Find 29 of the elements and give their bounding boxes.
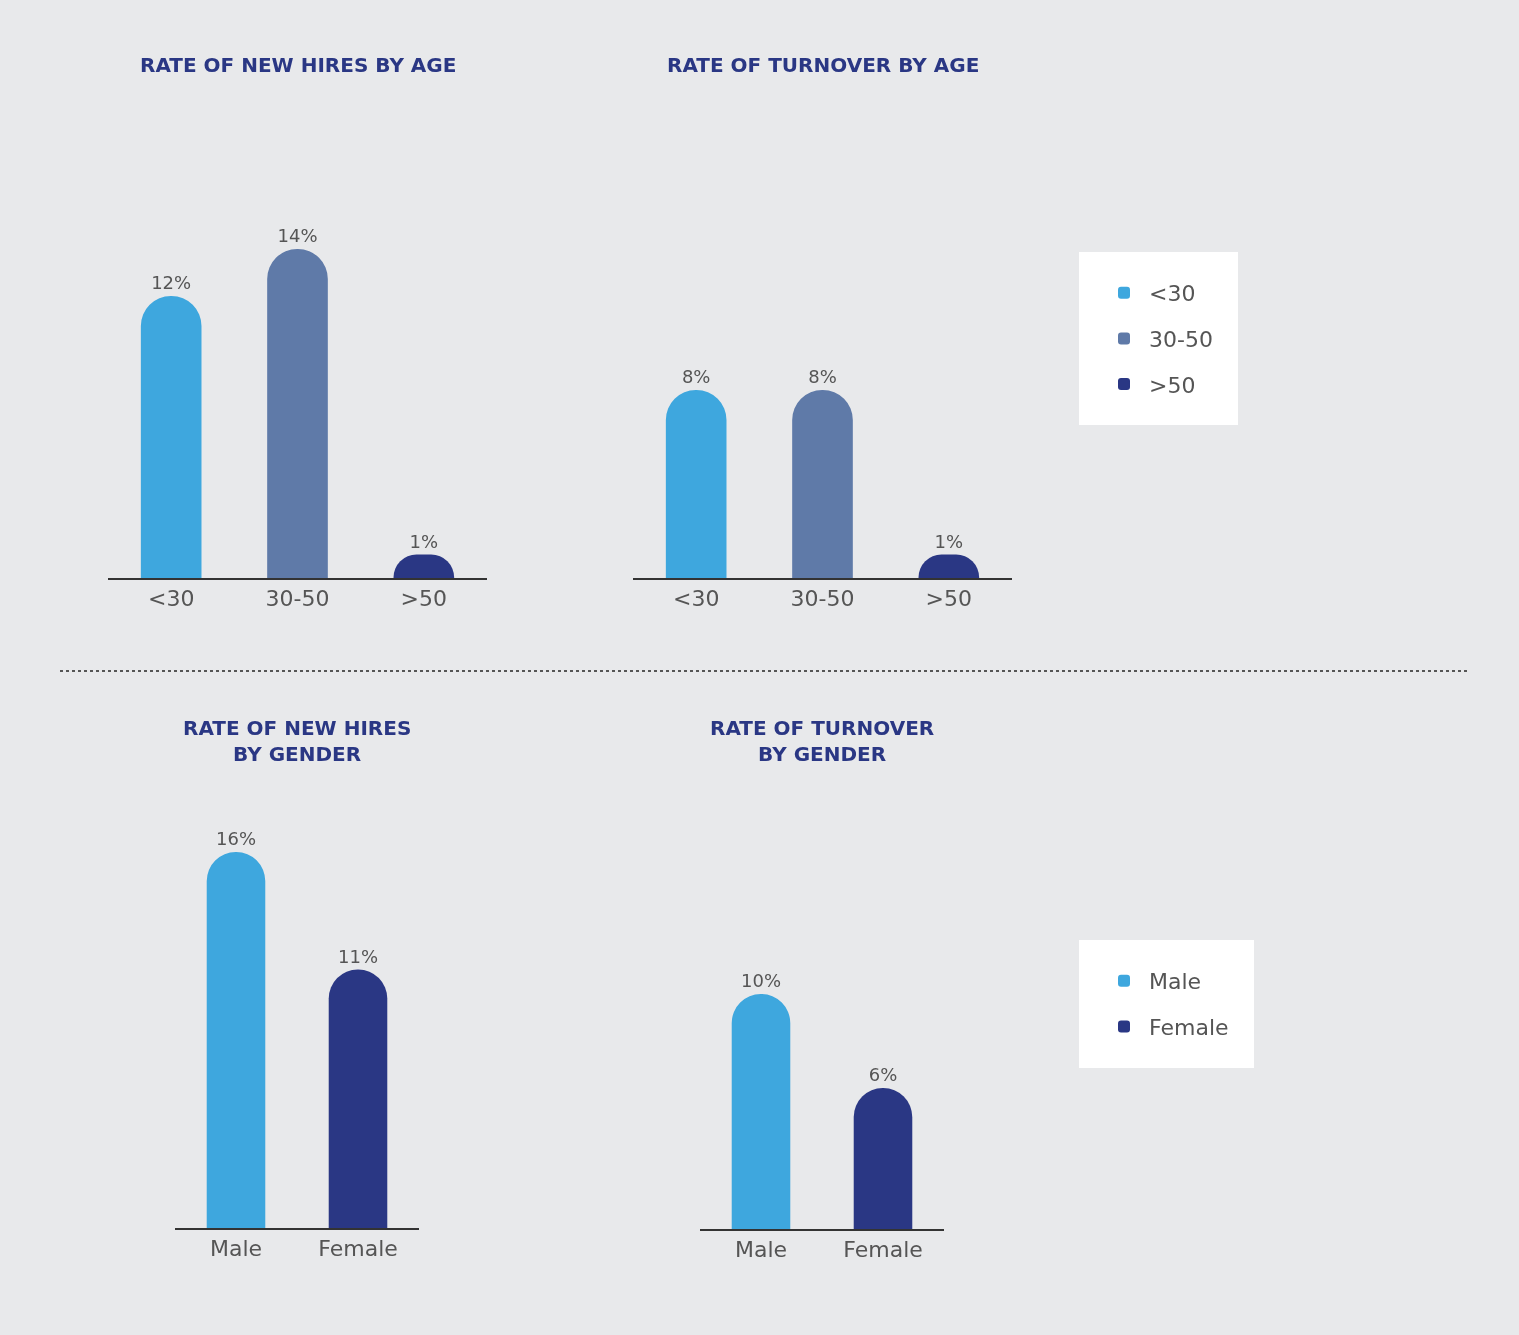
x-tick-label: Female bbox=[843, 1237, 923, 1263]
chart-title: RATE OF NEW HIRES BY GENDER bbox=[183, 716, 412, 766]
data-label: 14% bbox=[277, 225, 318, 246]
data-label: 12% bbox=[151, 272, 192, 293]
x-tick-label: <30 bbox=[672, 586, 720, 612]
x-tick-label: <30 bbox=[147, 586, 195, 612]
legend-label: >50 bbox=[1149, 372, 1196, 398]
chart-title: RATE OF TURNOVER BY AGE bbox=[667, 53, 980, 77]
x-tick-label: >50 bbox=[925, 586, 973, 612]
data-label: 8% bbox=[681, 366, 711, 387]
data-label: 1% bbox=[409, 530, 439, 552]
x-tick-label: 30-50 bbox=[265, 586, 330, 612]
data-label: 11% bbox=[337, 945, 379, 967]
data-label: 10% bbox=[740, 970, 782, 991]
x-tick-label: 30-50 bbox=[790, 586, 855, 612]
chart-title: RATE OF NEW HIRES BY AGE bbox=[140, 53, 457, 77]
data-label: 1% bbox=[934, 530, 964, 552]
data-label: 8% bbox=[808, 366, 837, 387]
x-tick-label: Female bbox=[318, 1236, 398, 1262]
x-tick-label: >50 bbox=[400, 586, 448, 612]
data-label: 6% bbox=[868, 1064, 898, 1085]
x-tick-label: Male bbox=[209, 1236, 263, 1262]
chart-title: RATE OF TURNOVER BY GENDER bbox=[710, 716, 935, 766]
legend-label: <30 bbox=[1149, 281, 1196, 307]
legend-label: 30-50 bbox=[1149, 326, 1213, 352]
x-tick-label: Male bbox=[734, 1237, 788, 1263]
legend-label: Male bbox=[1149, 969, 1202, 995]
data-label: 16% bbox=[215, 828, 257, 849]
legend-label: Female bbox=[1149, 1014, 1229, 1040]
